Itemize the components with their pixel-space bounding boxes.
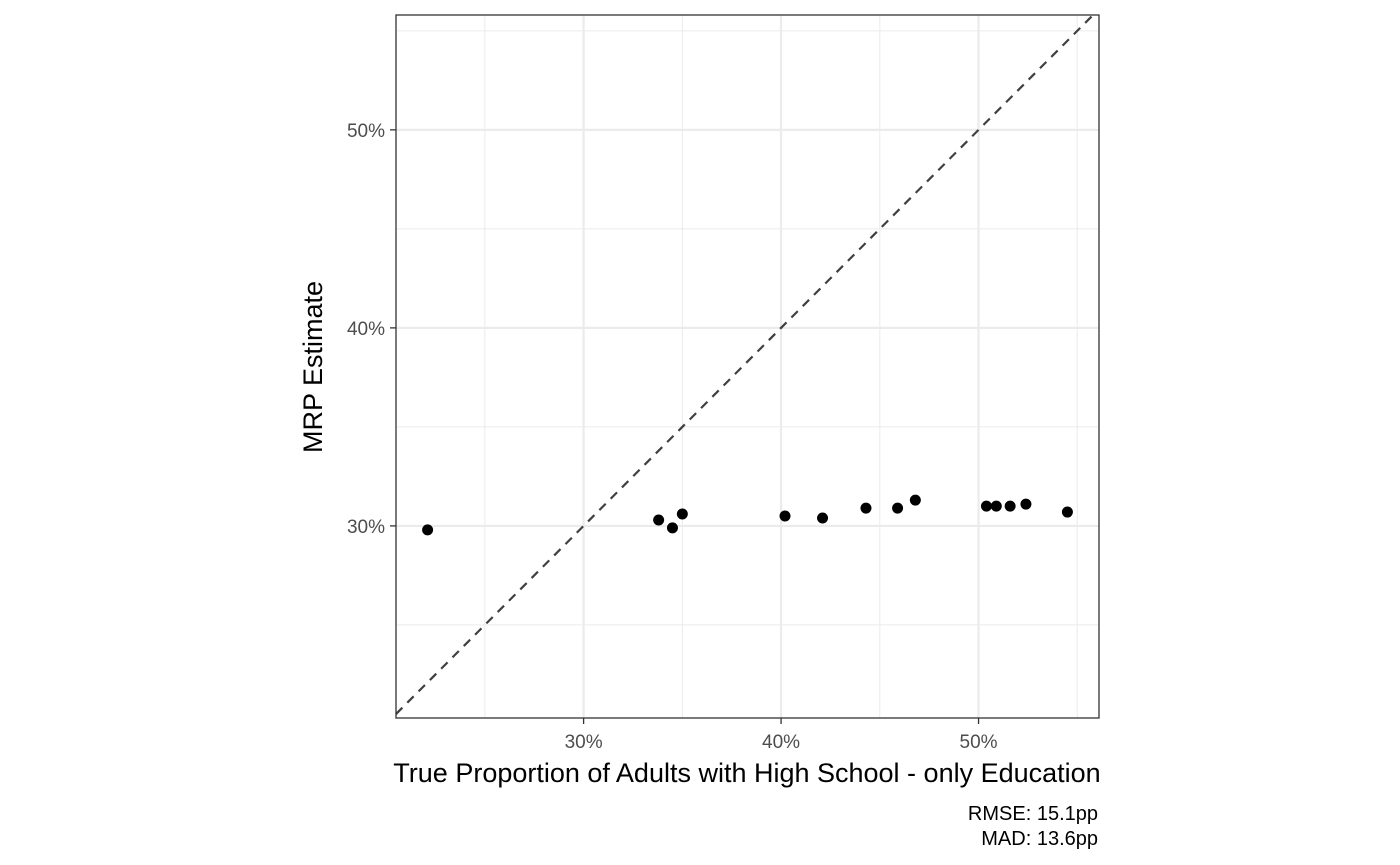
data-point: [1020, 498, 1032, 510]
data-point: [676, 508, 688, 520]
data-point: [892, 502, 904, 514]
x-axis: 30% 40% 50%: [565, 718, 998, 753]
data-point: [1004, 500, 1016, 512]
plot-background: [396, 15, 1099, 718]
caption-rmse: RMSE: 15.1pp: [968, 803, 1098, 825]
data-point: [860, 502, 872, 514]
data-point: [909, 494, 921, 506]
y-axis: 30% 40% 50%: [347, 121, 396, 538]
data-point: [422, 524, 434, 536]
y-tick-label: 50%: [347, 121, 385, 142]
data-point: [990, 500, 1002, 512]
y-tick-label: 40%: [347, 319, 385, 340]
caption-mad: MAD: 13.6pp: [981, 828, 1098, 850]
x-tick-label: 30%: [565, 732, 603, 753]
x-tick-label: 50%: [960, 732, 998, 753]
x-axis-title: True Proportion of Adults with High Scho…: [393, 758, 1100, 788]
data-point: [1061, 506, 1073, 518]
data-points: [422, 494, 1073, 536]
y-tick-label: 30%: [347, 517, 385, 538]
data-point: [779, 510, 791, 522]
gridlines: [396, 15, 1099, 718]
identity-reference-line: [395, 14, 1094, 715]
data-point: [653, 514, 665, 526]
x-tick-label: 40%: [762, 732, 800, 753]
data-point: [980, 500, 992, 512]
plot-border: [395, 14, 1100, 719]
plot-panel: [395, 14, 1100, 719]
y-axis-title: MRP Estimate: [298, 281, 328, 453]
data-point: [666, 522, 678, 534]
data-point: [817, 512, 829, 524]
